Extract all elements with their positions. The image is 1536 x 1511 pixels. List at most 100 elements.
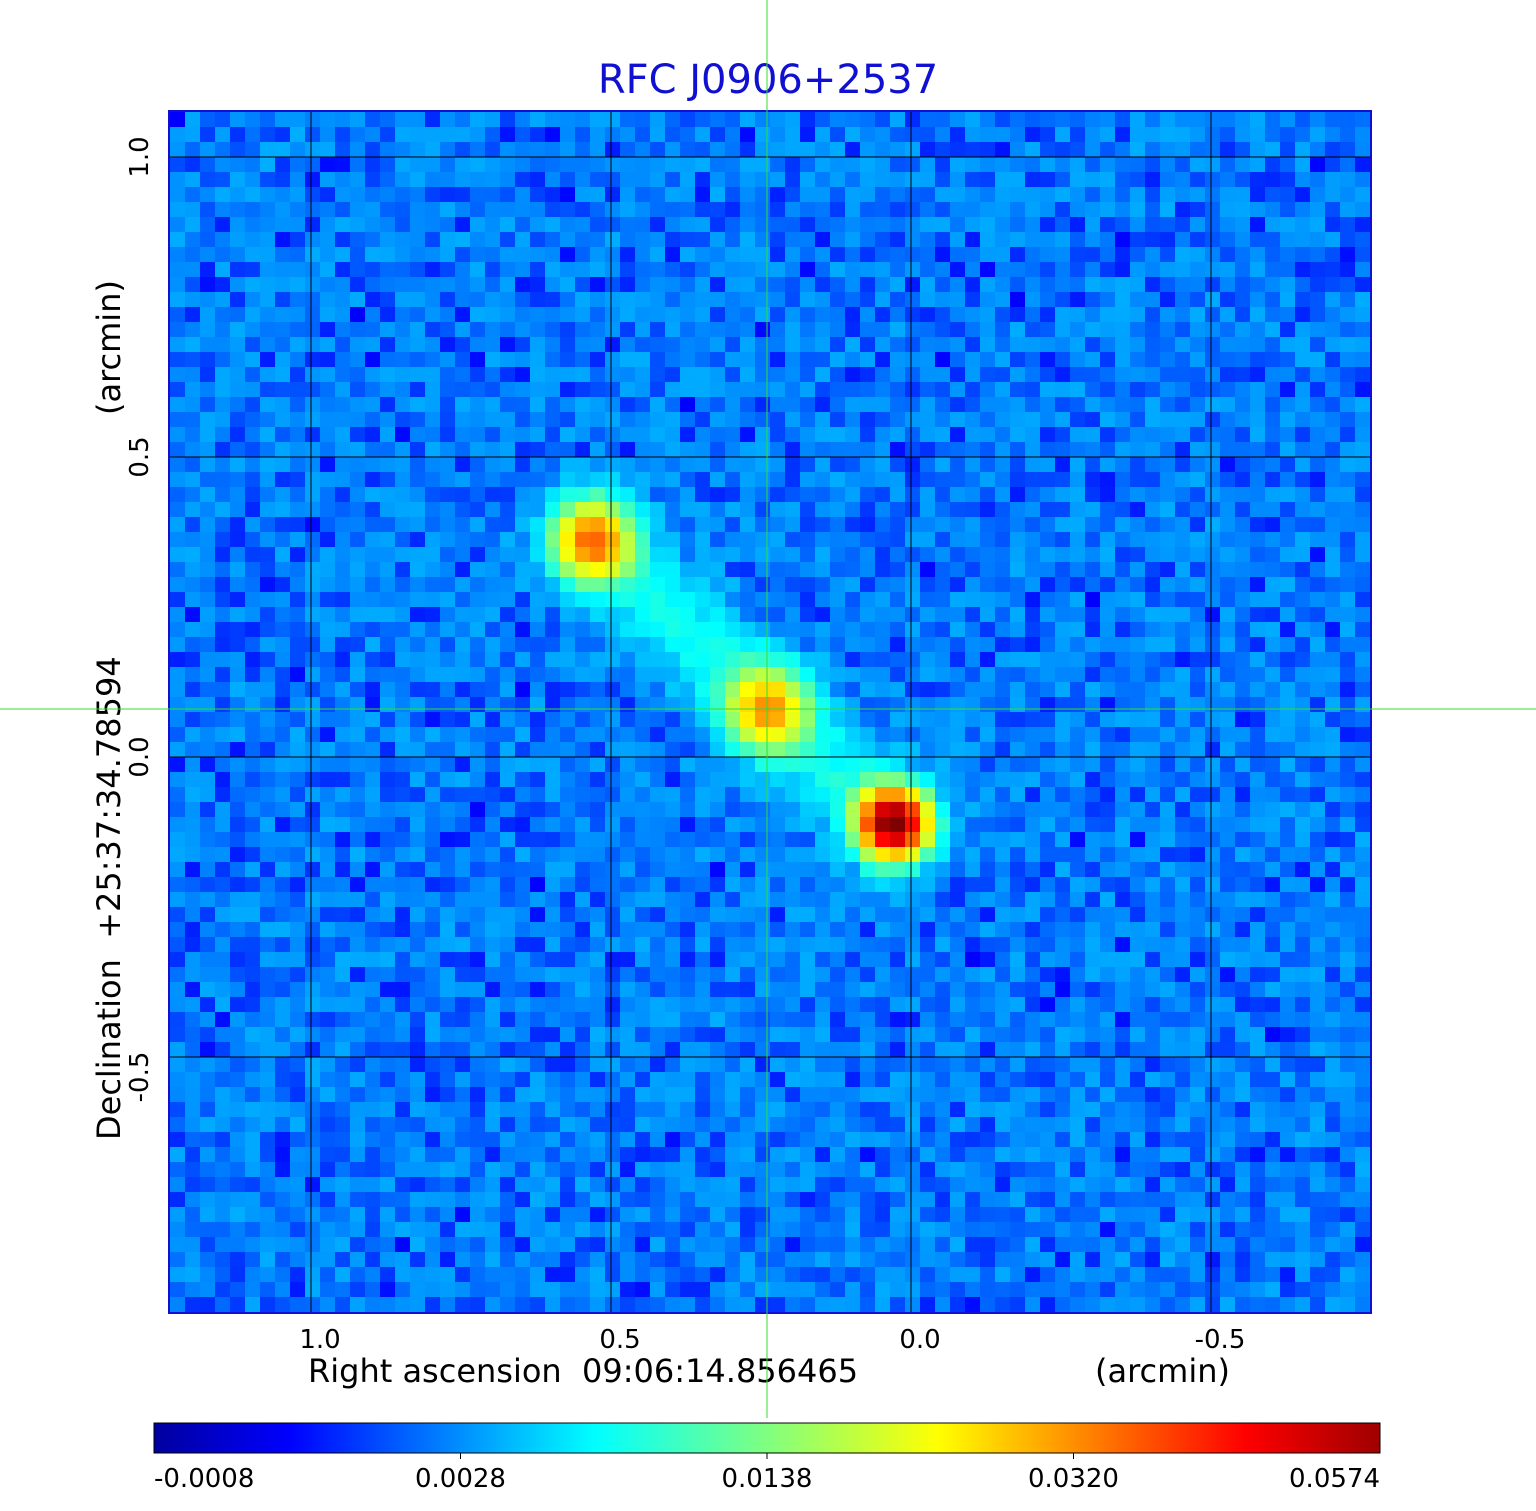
- heatmap-cell: [425, 772, 441, 788]
- heatmap-cell: [1085, 772, 1101, 788]
- heatmap-cell: [425, 607, 441, 623]
- heatmap-cell: [1355, 1012, 1371, 1028]
- heatmap-cell: [1100, 997, 1116, 1013]
- heatmap-cell: [755, 322, 771, 338]
- heatmap-cell: [1220, 1012, 1236, 1028]
- heatmap-cell: [245, 517, 261, 533]
- heatmap-cell: [1250, 682, 1266, 698]
- heatmap-cell: [845, 832, 861, 848]
- heatmap-cell: [1295, 847, 1311, 863]
- heatmap-cell: [680, 1042, 696, 1058]
- heatmap-cell: [1250, 802, 1266, 818]
- heatmap-cell: [350, 1027, 366, 1043]
- heatmap-cell: [1160, 487, 1176, 503]
- heatmap-cell: [335, 112, 351, 128]
- heatmap-cell: [890, 757, 906, 773]
- heatmap-cell: [950, 112, 966, 128]
- heatmap-cell: [1355, 712, 1371, 728]
- heatmap-cell: [755, 472, 771, 488]
- heatmap-cell: [575, 862, 591, 878]
- heatmap-cell: [605, 442, 621, 458]
- heatmap-cell: [605, 637, 621, 653]
- heatmap-cell: [680, 262, 696, 278]
- heatmap-cell: [845, 637, 861, 653]
- heatmap-cell: [185, 712, 201, 728]
- heatmap-cell: [200, 667, 216, 683]
- heatmap-cell: [485, 667, 501, 683]
- heatmap-cell: [530, 322, 546, 338]
- heatmap-cell: [380, 427, 396, 443]
- heatmap-cell: [860, 817, 876, 833]
- heatmap-cell: [1220, 277, 1236, 293]
- heatmap-cell: [815, 667, 831, 683]
- heatmap-cell: [575, 757, 591, 773]
- heatmap-cell: [515, 922, 531, 938]
- heatmap-cell: [995, 532, 1011, 548]
- heatmap-cell: [1010, 832, 1026, 848]
- heatmap-cell: [965, 697, 981, 713]
- heatmap-cell: [590, 307, 606, 323]
- heatmap-cell: [620, 967, 636, 983]
- heatmap-cell: [275, 112, 291, 128]
- heatmap-cell: [200, 487, 216, 503]
- heatmap-cell: [395, 307, 411, 323]
- heatmap-cell: [335, 187, 351, 203]
- heatmap-cell: [275, 547, 291, 563]
- heatmap-cell: [785, 697, 801, 713]
- heatmap-cell: [875, 832, 891, 848]
- heatmap-cell: [575, 127, 591, 143]
- heatmap-cell: [1040, 412, 1056, 428]
- heatmap-cell: [920, 817, 936, 833]
- heatmap-cell: [545, 1012, 561, 1028]
- heatmap-cell: [695, 682, 711, 698]
- heatmap-cell: [1325, 157, 1341, 173]
- heatmap-cell: [260, 712, 276, 728]
- heatmap-cell: [695, 502, 711, 518]
- heatmap-cell: [875, 502, 891, 518]
- heatmap-cell: [605, 682, 621, 698]
- heatmap-cell: [320, 652, 336, 668]
- heatmap-cell: [1115, 472, 1131, 488]
- heatmap-cell: [1355, 1027, 1371, 1043]
- heatmap-cell: [260, 652, 276, 668]
- heatmap-cell: [635, 997, 651, 1013]
- heatmap-cell: [1040, 967, 1056, 983]
- heatmap-cell: [620, 322, 636, 338]
- heatmap-cell: [185, 817, 201, 833]
- heatmap-cell: [530, 412, 546, 428]
- heatmap-cell: [1130, 337, 1146, 353]
- heatmap-cell: [200, 1042, 216, 1058]
- heatmap-cell: [275, 562, 291, 578]
- heatmap-cell: [605, 472, 621, 488]
- heatmap-cell: [1250, 202, 1266, 218]
- heatmap-cell: [935, 487, 951, 503]
- heatmap-cell: [1130, 607, 1146, 623]
- heatmap-cell: [740, 112, 756, 128]
- heatmap-cell: [920, 592, 936, 608]
- heatmap-cell: [890, 802, 906, 818]
- heatmap-cell: [770, 562, 786, 578]
- heatmap-cell: [905, 187, 921, 203]
- heatmap-cell: [890, 217, 906, 233]
- heatmap-cell: [665, 427, 681, 443]
- heatmap-cell: [1280, 982, 1296, 998]
- heatmap-cell: [1235, 577, 1251, 593]
- heatmap-cell: [560, 412, 576, 428]
- heatmap-cell: [575, 787, 591, 803]
- heatmap-cell: [440, 637, 456, 653]
- heatmap-cell: [1010, 877, 1026, 893]
- heatmap-cell: [290, 307, 306, 323]
- heatmap-cell: [740, 817, 756, 833]
- heatmap-cell: [425, 1042, 441, 1058]
- heatmap-cell: [725, 202, 741, 218]
- heatmap-cell: [185, 982, 201, 998]
- heatmap-cell: [1295, 697, 1311, 713]
- heatmap-cell: [815, 487, 831, 503]
- heatmap-cell: [500, 847, 516, 863]
- heatmap-cell: [905, 742, 921, 758]
- heatmap-cell: [425, 232, 441, 248]
- heatmap-cell: [1085, 907, 1101, 923]
- heatmap-cell: [1355, 727, 1371, 743]
- heatmap-cell: [800, 487, 816, 503]
- heatmap-cell: [365, 412, 381, 428]
